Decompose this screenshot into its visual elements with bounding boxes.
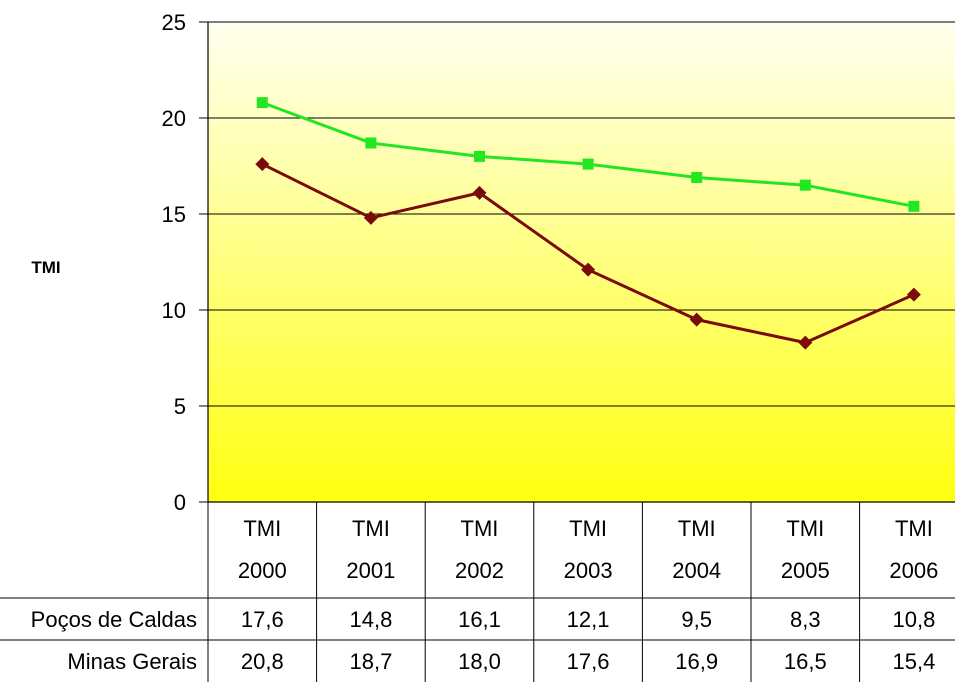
- table-value-cell: 20,8: [241, 649, 284, 674]
- data-point-square: [582, 158, 594, 170]
- series-name-label: Minas Gerais: [67, 649, 197, 674]
- y-tick-label: 0: [174, 490, 186, 515]
- x-category-label: 2003: [564, 558, 613, 583]
- y-tick-labels: 0 5 10 15 20 25: [162, 10, 208, 515]
- data-point-diamond: [255, 157, 270, 172]
- data-point-diamond: [363, 210, 378, 225]
- x-category-label: 2006: [889, 558, 938, 583]
- data-point-square: [799, 179, 811, 191]
- table-value-cell: 18,7: [349, 649, 392, 674]
- data-point-diamond: [798, 335, 813, 350]
- x-category-label: 2005: [781, 558, 830, 583]
- table-value-cell: 15,4: [892, 649, 935, 674]
- y-tick-label: 10: [162, 298, 186, 323]
- plot-area: [208, 22, 955, 502]
- y-tick-label: 5: [174, 394, 186, 419]
- x-category-label: TMI: [461, 516, 499, 541]
- series-name-label: Poços de Caldas: [31, 607, 197, 632]
- x-category-label: 2004: [672, 558, 721, 583]
- x-category-label: TMI: [786, 516, 824, 541]
- x-category-label: TMI: [678, 516, 716, 541]
- x-category-label: TMI: [895, 516, 933, 541]
- data-table: TMI 2000 TMI 2001 TMI 2002 TMI 2003 TMI 2004 TMI 20…: [0, 502, 955, 682]
- x-category-label: 2001: [346, 558, 395, 583]
- data-point-square: [691, 172, 703, 184]
- table-value-cell: 14,8: [349, 607, 392, 632]
- x-category-label: 2000: [238, 558, 287, 583]
- table-value-cell: 12,1: [567, 607, 610, 632]
- x-category-label: TMI: [352, 516, 390, 541]
- x-category-label: TMI: [243, 516, 281, 541]
- data-point-diamond: [581, 262, 596, 277]
- table-value-cell: 16,9: [675, 649, 718, 674]
- table-value-cell: 17,6: [567, 649, 610, 674]
- x-category-label: 2002: [455, 558, 504, 583]
- data-point-square: [365, 137, 377, 149]
- table-value-cell: 10,8: [892, 607, 935, 632]
- y-tick-label: 20: [162, 106, 186, 131]
- data-point-diamond: [689, 312, 704, 327]
- series-lines: [255, 97, 921, 350]
- table-value-cell: 9,5: [681, 607, 712, 632]
- data-point-diamond: [472, 185, 487, 200]
- data-point-square: [474, 150, 485, 162]
- y-tick-label: 15: [162, 202, 186, 227]
- table-value-cell: 17,6: [241, 607, 284, 632]
- data-point-square: [256, 97, 268, 109]
- gridlines: [208, 21, 955, 407]
- x-category-label: TMI: [569, 516, 607, 541]
- table-value-cell: 16,1: [458, 607, 501, 632]
- axes: [207, 22, 955, 503]
- table-value-cell: 16,5: [784, 649, 827, 674]
- data-point-square: [908, 200, 920, 212]
- y-axis-label: TMI: [31, 258, 60, 277]
- table-value-cell: 8,3: [790, 607, 821, 632]
- table-value-cell: 18,0: [458, 649, 501, 674]
- y-tick-label: 25: [162, 10, 186, 35]
- data-point-diamond: [906, 287, 921, 302]
